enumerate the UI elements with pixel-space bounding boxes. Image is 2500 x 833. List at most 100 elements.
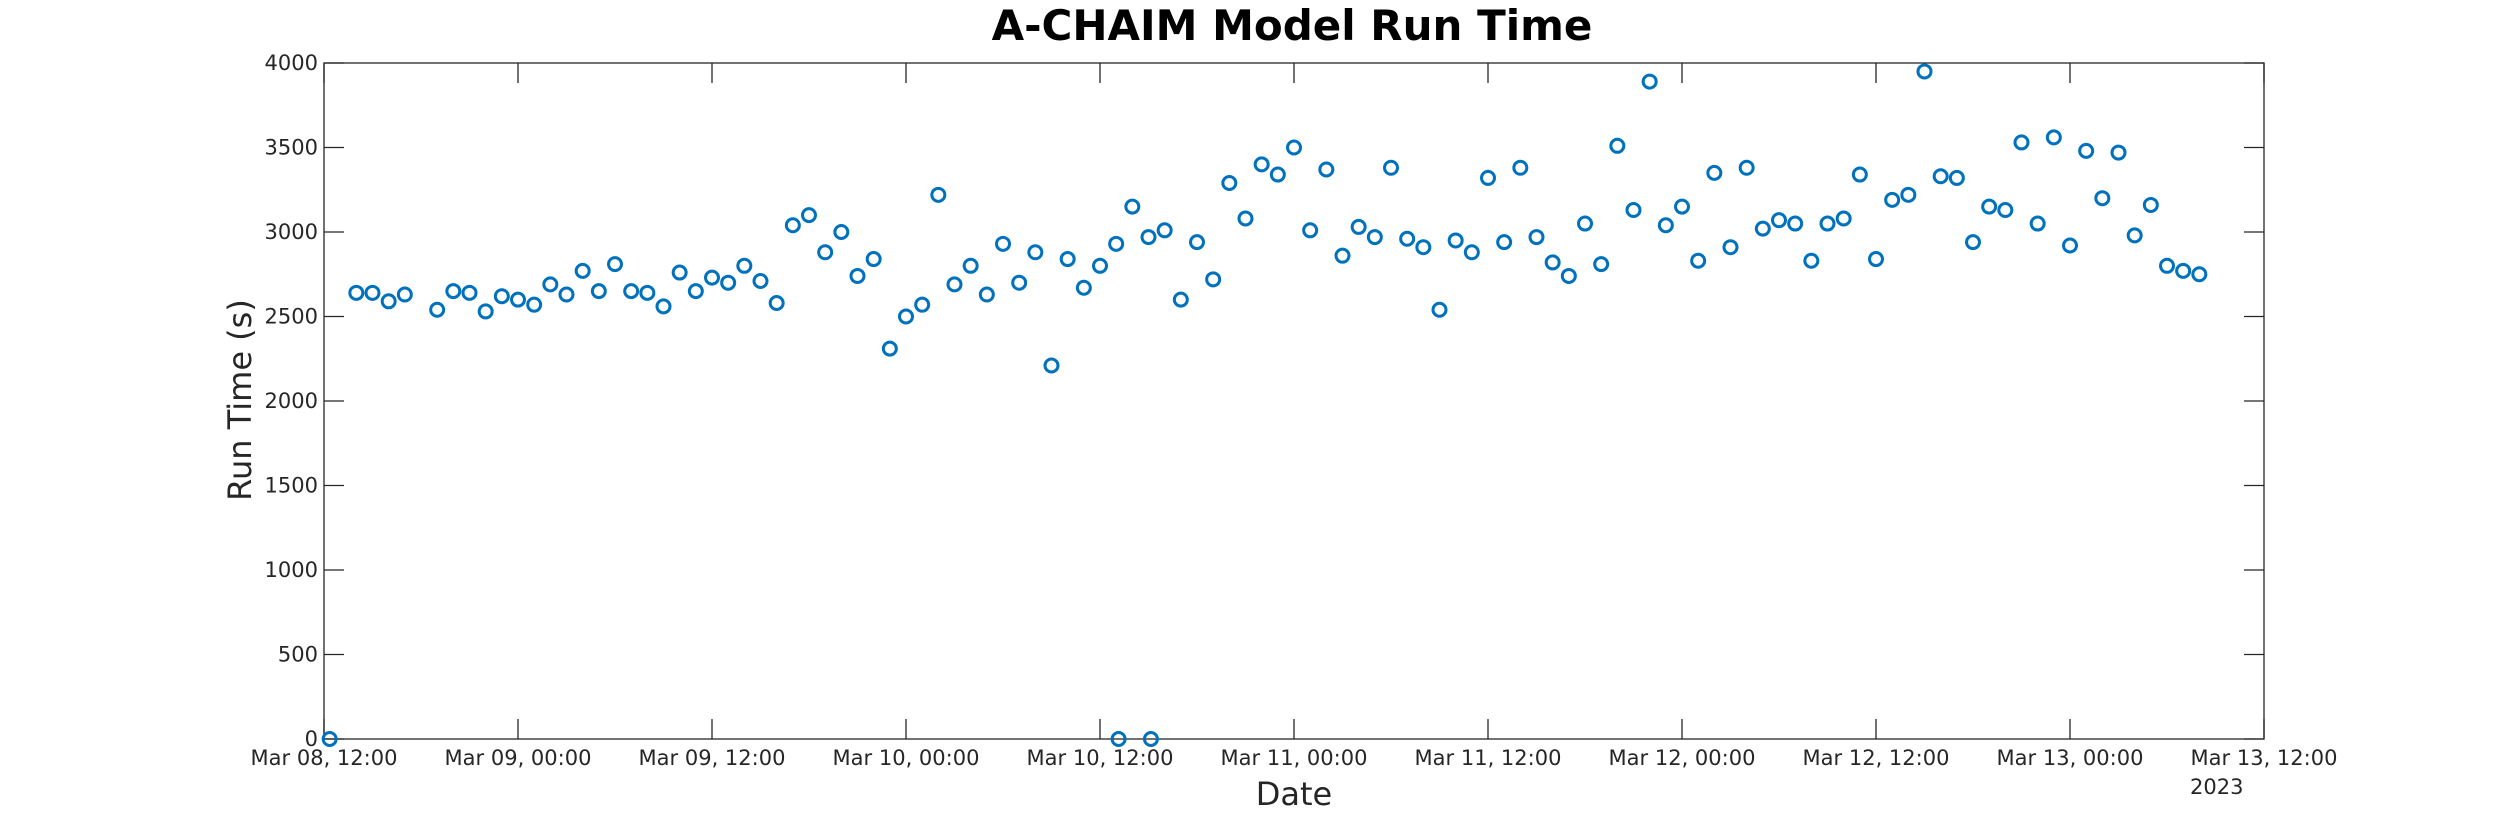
data-point: [1431, 301, 1448, 318]
x-tick-label: Mar 11, 00:00: [1221, 746, 1368, 770]
data-point: [429, 301, 446, 318]
y-tick-label: 500: [278, 643, 318, 667]
data-point: [1237, 210, 1254, 227]
data-point: [2191, 266, 2208, 283]
x-tick-label: Mar 11, 12:00: [1415, 746, 1562, 770]
data-point: [1496, 234, 1513, 251]
data-point: [2013, 134, 2030, 151]
data-point: [542, 276, 559, 293]
data-point: [946, 276, 963, 293]
data-point: [1771, 212, 1787, 229]
data-point: [1674, 198, 1690, 215]
data-point: [704, 269, 720, 286]
data-point: [881, 340, 898, 357]
data-point: [1948, 169, 1965, 186]
data-point: [1981, 198, 1998, 215]
y-tick-label: 2000: [265, 389, 318, 413]
y-tick-label: 2500: [265, 305, 318, 329]
data-point: [396, 286, 413, 303]
data-series-run-time: [321, 63, 2208, 747]
data-point: [1641, 73, 1658, 90]
data-point: [1625, 202, 1642, 219]
data-point: [639, 284, 656, 301]
data-point: [2078, 142, 2095, 159]
y-tick-label: 3500: [265, 136, 318, 160]
data-point: [655, 298, 672, 315]
data-point: [736, 257, 753, 274]
data-point: [1302, 222, 1319, 239]
data-point: [1722, 239, 1739, 256]
data-point: [348, 284, 365, 301]
data-point: [2094, 190, 2111, 207]
data-point: [1221, 174, 1238, 191]
data-point: [1011, 274, 1028, 291]
data-point: [962, 257, 979, 274]
data-point: [461, 284, 478, 301]
data-point: [1803, 252, 1820, 269]
y-axis: 0 500 1000 1500 2000 2500 3000 3500 4000: [265, 51, 2264, 751]
data-point: [1059, 251, 1076, 268]
data-point: [1577, 215, 1593, 232]
data-point: [1140, 229, 1157, 246]
data-point: [801, 207, 817, 224]
data-point: [1916, 63, 1933, 80]
x-axis-label: Date: [1256, 775, 1332, 813]
data-point: [671, 264, 688, 281]
data-point: [510, 291, 526, 308]
x-axis-year-label: 2023: [2190, 775, 2243, 799]
data-point: [1124, 198, 1141, 215]
x-tick-label: Mar 10, 12:00: [1027, 746, 1174, 770]
data-point: [817, 244, 834, 261]
data-point: [1366, 229, 1383, 246]
data-point: [720, 274, 737, 291]
data-point: [1480, 169, 1496, 186]
data-point: [1399, 230, 1416, 247]
data-point: [1900, 186, 1917, 203]
data-point: [1350, 218, 1367, 235]
data-point: [1544, 254, 1561, 271]
data-point: [1269, 166, 1286, 183]
data-point: [978, 286, 995, 303]
data-point: [2110, 144, 2127, 161]
data-point: [833, 224, 850, 240]
data-point: [1754, 220, 1771, 237]
data-point: [607, 256, 623, 273]
data-point: [1108, 235, 1125, 252]
x-tick-label: Mar 13, 00:00: [1997, 746, 2144, 770]
data-point: [1027, 244, 1044, 261]
x-axis: Mar 08, 12:00 Mar 09, 00:00 Mar 09, 12:00 M…: [251, 63, 2337, 770]
data-point: [623, 283, 640, 300]
data-point: [1609, 137, 1626, 154]
x-tick-label: Mar 10, 00:00: [833, 746, 980, 770]
data-point: [1851, 166, 1868, 183]
data-point: [1819, 215, 1836, 232]
data-point: [1657, 217, 1674, 234]
data-point: [1868, 251, 1884, 268]
data-point: [1884, 191, 1901, 208]
data-point: [1253, 156, 1270, 173]
data-point: [995, 235, 1011, 252]
data-point: [1560, 267, 1577, 284]
y-tick-label: 1500: [265, 474, 318, 498]
data-point: [2029, 215, 2046, 232]
data-point: [1092, 257, 1108, 274]
data-point: [2062, 237, 2078, 254]
data-point: [1318, 161, 1335, 178]
data-point: [1997, 202, 2014, 219]
data-point: [1172, 291, 1189, 308]
data-point: [526, 296, 543, 313]
data-point: [364, 284, 381, 301]
y-tick-label: 1000: [265, 558, 318, 582]
data-point: [1738, 159, 1755, 176]
data-point: [1932, 168, 1949, 185]
data-point: [784, 217, 801, 234]
data-point: [477, 303, 494, 320]
data-point: [865, 251, 882, 268]
data-point: [849, 267, 866, 284]
data-point: [574, 262, 591, 279]
data-point: [687, 283, 704, 300]
data-point: [445, 283, 462, 300]
data-point: [2045, 129, 2062, 146]
data-point: [1512, 159, 1529, 176]
